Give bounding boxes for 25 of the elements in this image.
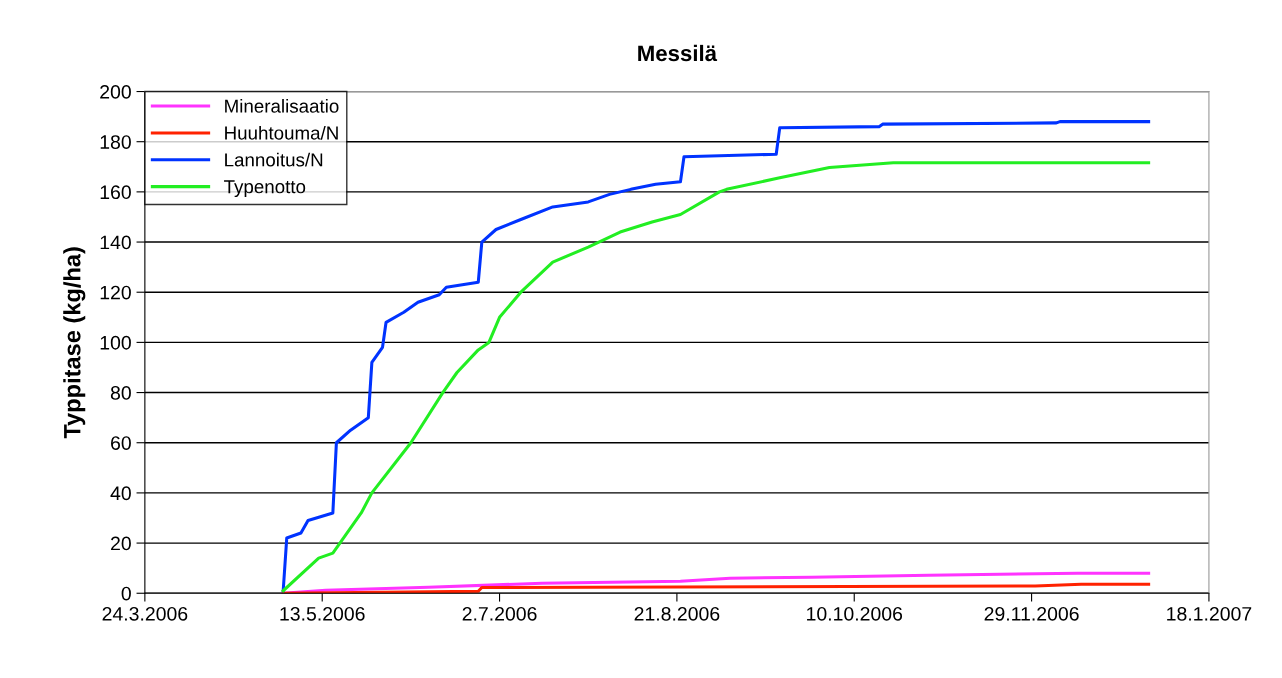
legend-label: Mineralisaatio [225, 99, 339, 113]
y-tick-label: 200 [100, 85, 131, 99]
x-tick-label: 10.10.2006 [807, 606, 903, 621]
x-tick-label: 2.7.2006 [462, 606, 537, 621]
legend-label: Lannoitus/N [225, 152, 323, 167]
line-series [281, 582, 1151, 594]
y-tick-label: 20 [111, 536, 131, 551]
x-tick-label: 18.1.2007 [1167, 606, 1252, 621]
y-tick-label: 160 [100, 185, 131, 200]
legend-label: Typenotto [224, 180, 306, 198]
x-tick-label: 13.5.2006 [280, 606, 365, 621]
x-tick-label: 24.3.2006 [102, 606, 188, 621]
y-tick-label: 180 [100, 135, 131, 149]
y-tick-label: 60 [111, 436, 131, 450]
chart-title: Messilä [638, 44, 718, 62]
y-tick-label: 140 [100, 235, 131, 250]
x-tick-label: 29.11.2006 [984, 606, 1079, 621]
y-tick-label: 120 [100, 285, 131, 300]
y-tick-label: 40 [110, 486, 131, 501]
x-tick-label: 21.8.2006 [634, 606, 720, 621]
y-tick-label: 100 [100, 335, 131, 350]
legend-label: Huuhtouma/N [225, 125, 338, 140]
y-axis-title: Typpitase (kg/ha) [63, 247, 86, 439]
y-tick-label: 0 [121, 586, 131, 601]
y-tick-label: 80 [110, 386, 131, 400]
